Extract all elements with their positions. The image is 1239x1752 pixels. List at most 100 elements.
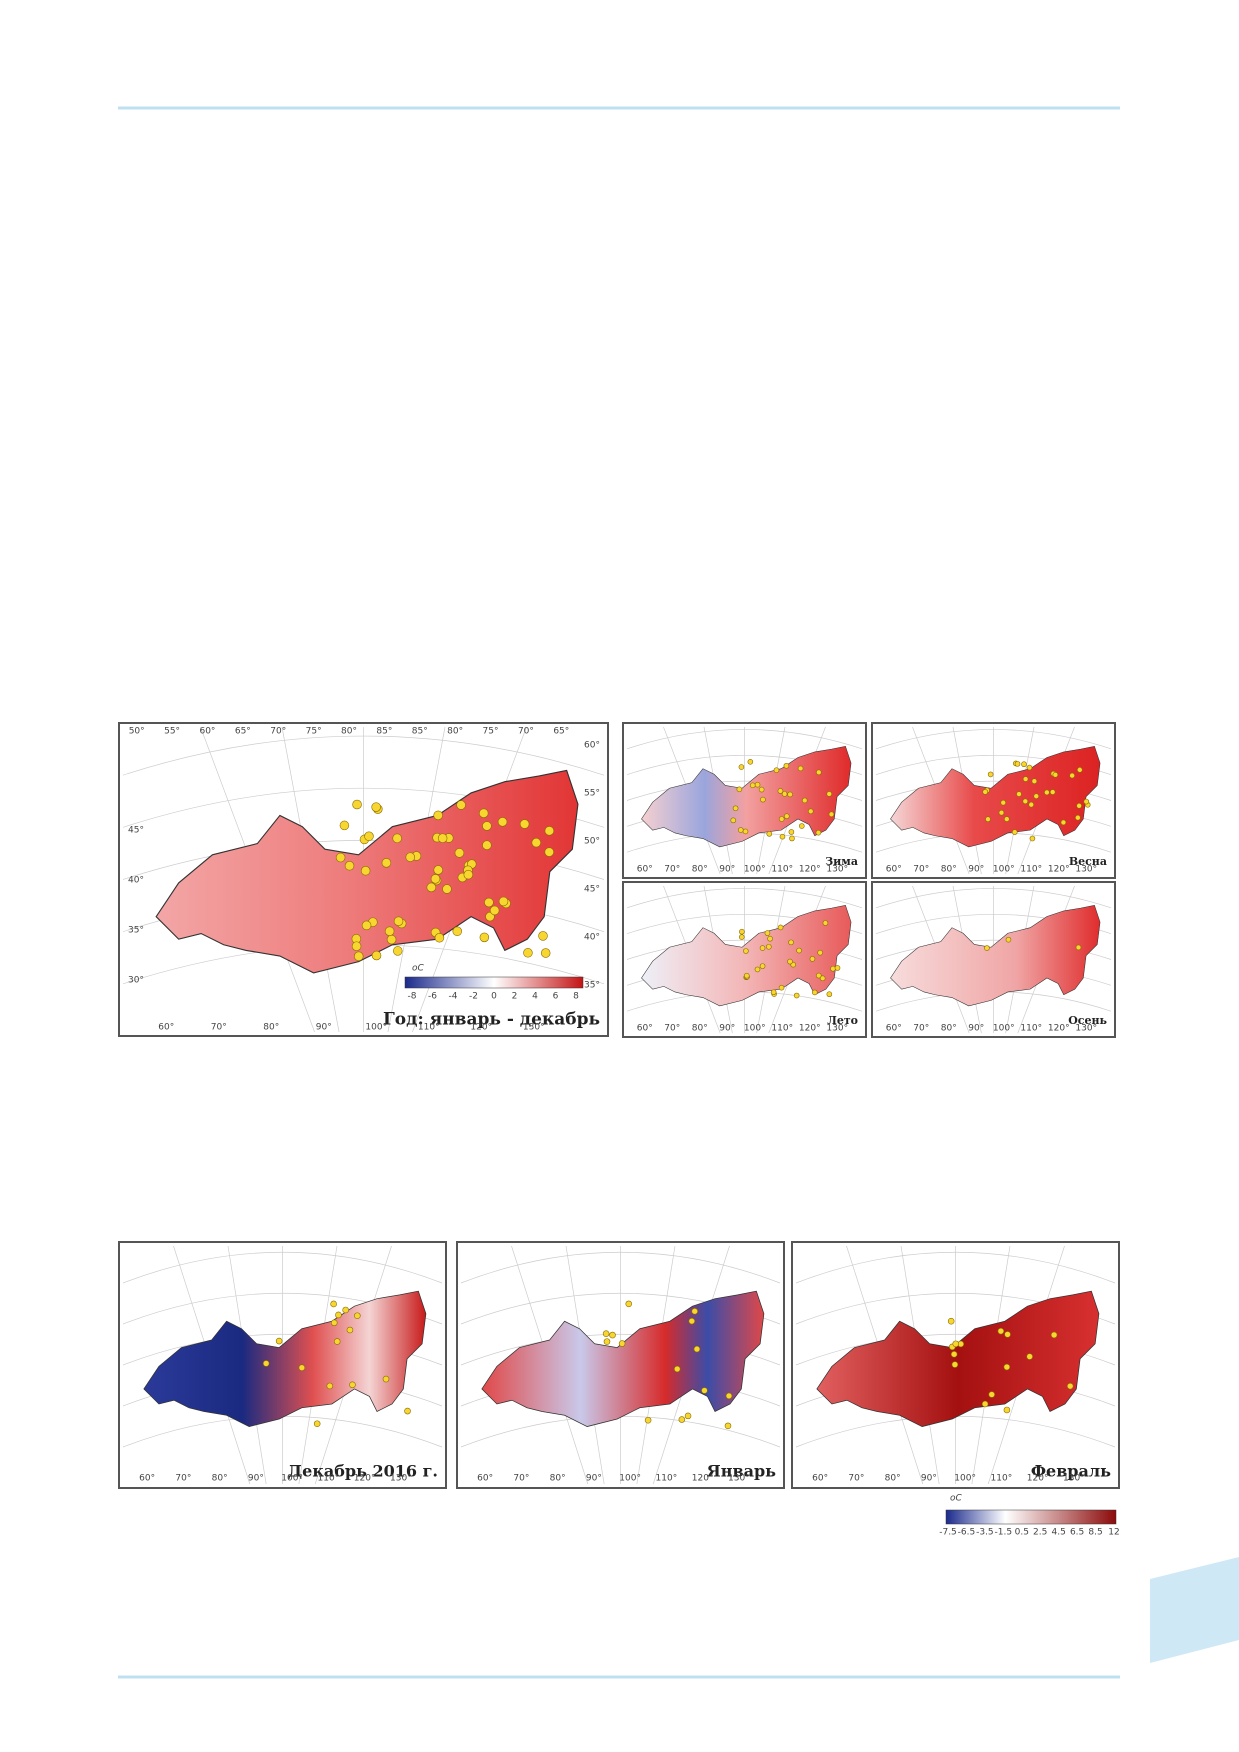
station <box>386 934 397 945</box>
station <box>767 935 773 942</box>
lon-label: 80° <box>447 727 463 737</box>
station <box>433 810 443 821</box>
station <box>691 1307 698 1315</box>
station <box>1050 1331 1058 1339</box>
station <box>1076 767 1083 773</box>
station <box>725 1392 733 1400</box>
station <box>754 781 761 788</box>
colorbar-label: -1.5 <box>995 1528 1013 1538</box>
station <box>344 861 355 871</box>
station <box>484 897 494 908</box>
station <box>360 866 371 876</box>
lat-label: 35° <box>584 981 600 991</box>
lon-label: 120° <box>470 1023 492 1033</box>
colorbar-label: -2 <box>469 992 478 1002</box>
station <box>783 813 790 820</box>
station <box>479 932 490 943</box>
station <box>809 956 816 962</box>
station <box>1005 936 1012 943</box>
station <box>454 848 465 858</box>
station <box>352 799 362 810</box>
lat-label: 45° <box>128 826 144 836</box>
station <box>602 1330 610 1337</box>
station <box>1014 761 1021 767</box>
station <box>1031 778 1038 784</box>
station <box>811 989 818 996</box>
station <box>1075 814 1081 821</box>
station <box>759 963 766 969</box>
station <box>335 852 346 863</box>
station <box>519 819 530 829</box>
lon-label: 120° <box>1048 865 1070 875</box>
colorbar-label: 2 <box>512 992 518 1002</box>
station <box>743 972 750 979</box>
station <box>384 926 395 936</box>
lon-label: 120° <box>799 865 821 875</box>
station <box>793 992 800 999</box>
station <box>796 947 802 954</box>
station <box>777 924 784 931</box>
colorbar <box>945 1509 1117 1525</box>
lon-label: 130° <box>826 1024 848 1034</box>
lon-label: 70° <box>848 1474 864 1484</box>
station <box>828 811 835 818</box>
map-title: Лето <box>827 1014 858 1027</box>
station <box>1060 819 1067 826</box>
station <box>353 951 364 962</box>
station <box>531 837 542 848</box>
lon-label: 70° <box>664 865 680 875</box>
lon-label: 110° <box>418 1023 440 1033</box>
lon-label: 70° <box>513 1474 529 1484</box>
lat-label: 30° <box>128 976 144 986</box>
colorbar-label: 4.5 <box>1052 1528 1066 1538</box>
lon-label: 90° <box>968 865 984 875</box>
station <box>523 948 533 958</box>
colorbar-label: 6 <box>553 992 559 1002</box>
station <box>951 1361 959 1368</box>
station <box>392 833 402 844</box>
lon-label: 130° <box>728 1474 750 1484</box>
station <box>298 1364 306 1371</box>
lon-label: 100° <box>744 1024 766 1034</box>
station <box>738 764 745 770</box>
station <box>625 1300 633 1308</box>
station <box>787 958 793 965</box>
lon-label: 80° <box>941 1024 957 1034</box>
station <box>392 946 403 956</box>
colorbar-label: 6.5 <box>1070 1528 1084 1538</box>
lon-label: 70° <box>913 1024 929 1034</box>
station <box>777 788 784 794</box>
station <box>330 1319 338 1327</box>
station <box>361 920 372 931</box>
lon-label: 90° <box>719 1024 735 1034</box>
station <box>489 905 500 916</box>
lon-label: 60° <box>637 865 653 875</box>
lon-label: 80° <box>212 1474 228 1484</box>
colorbar-label: -3.5 <box>976 1528 994 1538</box>
station <box>749 782 756 789</box>
lon-label: 120° <box>692 1474 714 1484</box>
station <box>1028 801 1035 808</box>
lon-label: 130° <box>1075 865 1097 875</box>
station <box>737 827 744 833</box>
lon-label: 100° <box>993 865 1015 875</box>
station <box>984 945 990 951</box>
station <box>770 989 777 996</box>
station <box>779 833 786 840</box>
lon-label: 80° <box>692 1024 708 1034</box>
station <box>313 1420 321 1427</box>
lon-label: 60° <box>158 1023 174 1033</box>
station <box>609 1331 616 1339</box>
station <box>1021 761 1027 768</box>
lon-label: 65° <box>235 727 251 737</box>
lon-label: 60° <box>199 727 215 737</box>
station <box>758 786 765 793</box>
lon-label: 110° <box>991 1474 1013 1484</box>
lon-label: 50° <box>129 727 145 737</box>
map-title: Декабрь 2016 г. <box>288 1462 438 1481</box>
station <box>1011 829 1018 835</box>
station <box>1069 772 1075 779</box>
station <box>819 975 826 982</box>
map-title: Год: январь - декабрь <box>383 1010 600 1030</box>
lon-label: 90° <box>921 1474 937 1484</box>
